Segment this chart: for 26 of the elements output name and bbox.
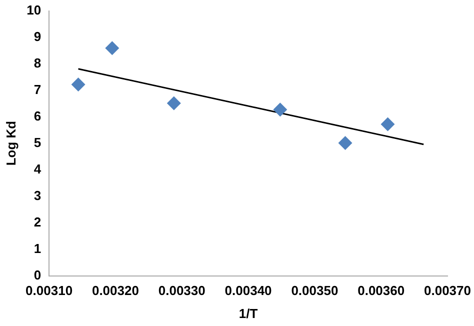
- x-tick-label: 0.00340: [224, 283, 272, 298]
- y-tick-label: 5: [34, 134, 42, 150]
- point: [71, 77, 86, 92]
- y-tick-label: 9: [34, 28, 42, 44]
- point: [166, 96, 181, 110]
- y-tick-label: 2: [34, 214, 42, 230]
- y-tick-label: 1: [34, 240, 42, 256]
- x-tick-label: 0.00320: [92, 283, 139, 298]
- y-tick-label: 0: [34, 267, 42, 282]
- y-tick-label: 4: [34, 161, 42, 176]
- x-tick-label: 0.00310: [26, 283, 73, 298]
- point: [105, 41, 120, 56]
- y-tick-label: 6: [34, 108, 42, 124]
- y-axis-title: Log Kd: [3, 120, 18, 166]
- y-tick-label: 7: [34, 82, 42, 97]
- x-tick-label: 0.00360: [358, 283, 405, 298]
- point: [273, 102, 288, 117]
- point: [338, 136, 352, 150]
- x-tick-label: 0.00330: [158, 283, 206, 298]
- y-tick-label: 3: [34, 188, 42, 203]
- x-axis-title: 1/T: [238, 306, 258, 321]
- y-tick-label: 8: [34, 55, 42, 70]
- point: [380, 117, 395, 132]
- y-tick-label: 10: [26, 2, 42, 18]
- x-tick-label: 0.00370: [424, 283, 472, 298]
- x-tick-label: 0.00350: [291, 283, 338, 298]
